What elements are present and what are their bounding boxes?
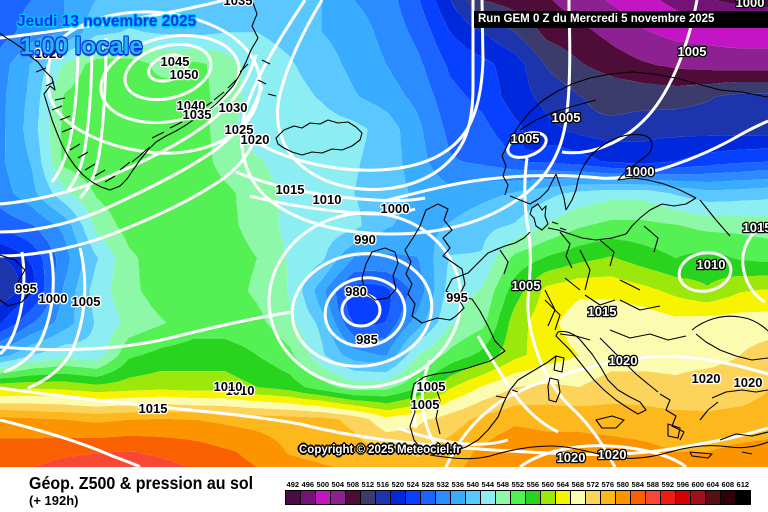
svg-text:1040: 1040 [177, 98, 206, 113]
svg-text:1020: 1020 [692, 371, 721, 386]
svg-text:1010: 1010 [697, 257, 726, 272]
svg-text:1000: 1000 [381, 201, 410, 216]
svg-text:1010: 1010 [214, 379, 243, 394]
svg-text:1020: 1020 [241, 132, 270, 147]
svg-text:1000: 1000 [39, 291, 68, 306]
svg-text:1005: 1005 [511, 131, 540, 146]
svg-text:1015: 1015 [276, 182, 305, 197]
svg-text:995: 995 [446, 290, 468, 305]
svg-text:1005: 1005 [678, 44, 707, 59]
svg-text:1005: 1005 [72, 294, 101, 309]
svg-text:1020: 1020 [609, 353, 638, 368]
svg-text:1020: 1020 [557, 450, 586, 465]
svg-text:1020: 1020 [598, 447, 627, 462]
svg-text:1005: 1005 [512, 278, 541, 293]
svg-text:1030: 1030 [219, 100, 248, 115]
svg-text:990: 990 [354, 232, 376, 247]
svg-text:995: 995 [15, 281, 37, 296]
svg-text:1015: 1015 [743, 220, 768, 235]
svg-text:1050: 1050 [170, 67, 199, 82]
svg-text:1005: 1005 [552, 110, 581, 125]
svg-text:980: 980 [345, 284, 367, 299]
svg-text:1000: 1000 [736, 0, 765, 10]
svg-text:1020: 1020 [734, 375, 763, 390]
svg-text:1000: 1000 [626, 164, 655, 179]
svg-text:1010: 1010 [313, 192, 342, 207]
svg-text:1035: 1035 [224, 0, 253, 8]
svg-text:1045: 1045 [161, 54, 190, 69]
svg-text:1020: 1020 [35, 46, 64, 61]
svg-text:1005: 1005 [411, 397, 440, 412]
svg-text:1025: 1025 [225, 122, 254, 137]
svg-text:985: 985 [356, 332, 378, 347]
svg-text:1010: 1010 [226, 383, 255, 398]
svg-text:1005: 1005 [417, 379, 446, 394]
svg-text:1035: 1035 [183, 107, 212, 122]
svg-text:1015: 1015 [139, 401, 168, 416]
svg-text:1015: 1015 [588, 304, 617, 319]
